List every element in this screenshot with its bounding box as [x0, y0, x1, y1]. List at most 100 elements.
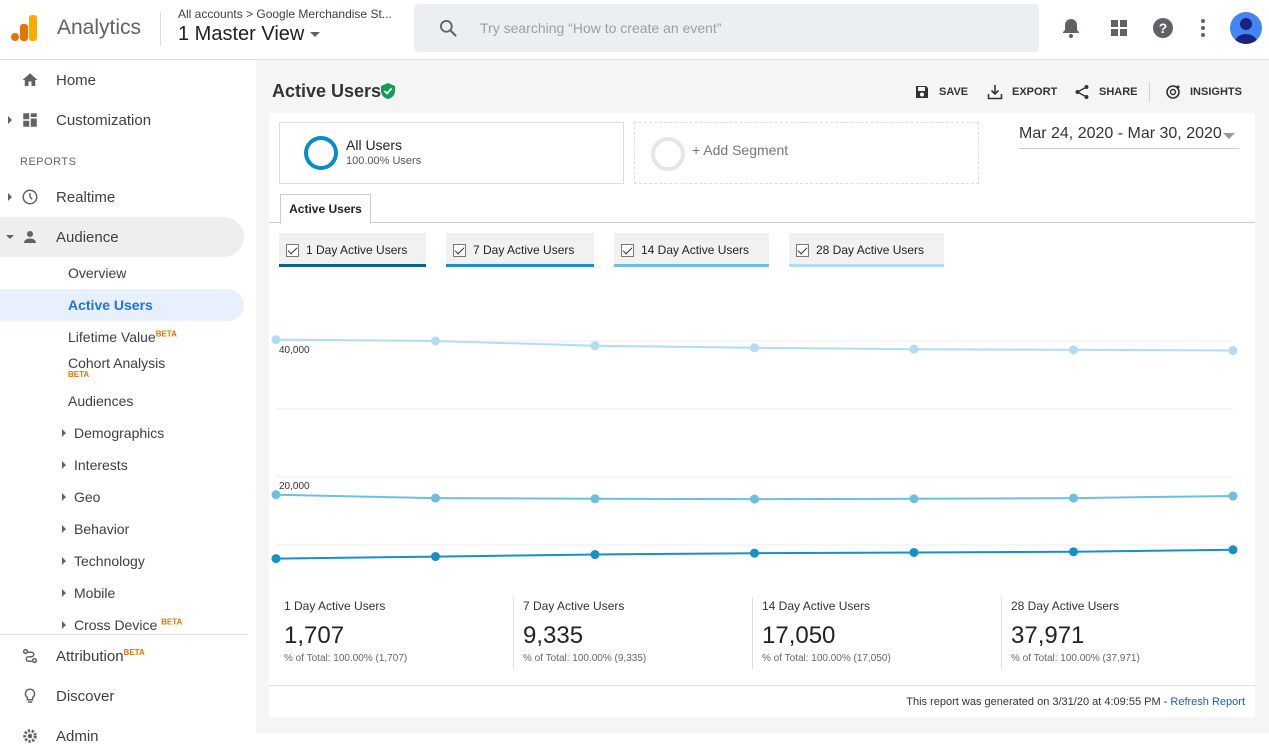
- sidebar-sub-audiences[interactable]: Audiences: [68, 393, 134, 409]
- sidebar-sub-lifetime-value[interactable]: Lifetime ValueBETA: [68, 329, 177, 345]
- report-footer: This report was generated on 3/31/20 at …: [906, 696, 1245, 708]
- series-28-day-point: [1069, 345, 1078, 355]
- sidebar-item-realtime[interactable]: Realtime: [0, 177, 244, 217]
- sidebar-sub-cross-device[interactable]: Cross Device BETA: [74, 617, 182, 633]
- segment-all-users[interactable]: All Users 100.00% Users: [279, 122, 624, 184]
- series-14-day-point: [590, 494, 600, 504]
- sidebar-sub-active-users-label: Active Users: [68, 297, 153, 313]
- more-vert-icon[interactable]: [1191, 16, 1215, 40]
- sidebar-item-label: Realtime: [56, 188, 116, 206]
- analytics-logo[interactable]: [10, 13, 40, 43]
- metric-toggle-1-day[interactable]: 1 Day Active Users: [279, 233, 426, 267]
- series-28-day-point: [1228, 346, 1238, 356]
- insights-button[interactable]: INSIGHTS: [1165, 84, 1242, 100]
- verified-shield-icon: [381, 83, 395, 99]
- sidebar-sub-mobile[interactable]: Mobile: [74, 585, 116, 601]
- summary-1-day: 1 Day Active Users 1,707 % of Total: 100…: [284, 593, 524, 673]
- series-28-day-point: [750, 343, 759, 353]
- collapse-arrow-icon: [6, 235, 14, 239]
- expand-arrow-icon: [62, 557, 66, 565]
- sidebar-sub-demographics[interactable]: Demographics: [74, 425, 165, 441]
- toolbar-divider: [1149, 82, 1150, 102]
- date-range-picker[interactable]: Mar 24, 2020 - Mar 30, 2020: [1019, 125, 1239, 149]
- sidebar-item-label: Customization: [56, 111, 152, 129]
- sidebar-sub-geo[interactable]: Geo: [74, 489, 101, 505]
- sidebar-sub-active-users[interactable]: [0, 289, 244, 321]
- apps-grid-icon[interactable]: [1107, 16, 1131, 40]
- checkbox-checked[interactable]: [621, 243, 634, 257]
- sidebar-sub-cohort-analysis[interactable]: Cohort Analysis: [68, 355, 165, 371]
- expand-arrow-icon: [62, 589, 66, 597]
- summary-value: 9,335: [523, 622, 584, 649]
- metric-label: 28 Day Active Users: [816, 243, 925, 257]
- series-28-day-point: [431, 336, 440, 346]
- sidebar-item-label: Audience: [56, 228, 119, 246]
- app-name: Analytics: [57, 16, 142, 39]
- sidebar-sub-technology[interactable]: Technology: [74, 553, 145, 569]
- page-title: Active Users: [272, 81, 382, 101]
- caret-down-icon: [1223, 133, 1235, 139]
- sidebar-divider: [0, 634, 248, 635]
- save-label: SAVE: [939, 86, 969, 98]
- sidebar-sub-behavior[interactable]: Behavior: [74, 521, 130, 537]
- sidebar-item-audience[interactable]: Audience: [0, 217, 244, 257]
- sidebar-item-discover[interactable]: Discover: [0, 676, 244, 716]
- sidebar-sub-label: Cross Device: [74, 617, 158, 633]
- summary-total: % of Total: 100.00% (37,971): [1011, 653, 1140, 664]
- sidebar-item-admin[interactable]: Admin: [0, 716, 244, 756]
- checkbox-checked[interactable]: [286, 243, 299, 257]
- checkbox-checked[interactable]: [453, 243, 466, 257]
- help-icon[interactable]: ?: [1151, 16, 1175, 40]
- account-breadcrumb[interactable]: All accounts > Google Merchandise St...: [178, 7, 392, 21]
- sidebar-item-label: Attribution: [56, 647, 124, 665]
- save-button[interactable]: SAVE: [914, 84, 968, 100]
- metric-label: 1 Day Active Users: [306, 243, 408, 257]
- summary-divider: [752, 597, 753, 669]
- sidebar-sub-label: Cohort Analysis: [68, 355, 166, 371]
- summary-value: 1,707: [284, 622, 345, 649]
- footer-divider: [269, 685, 1255, 686]
- y-tick-label: 40,000: [279, 345, 310, 356]
- sidebar-sub-overview[interactable]: Overview: [68, 265, 127, 281]
- sidebar-item-attribution[interactable]: AttributionBETA: [0, 636, 244, 676]
- export-button[interactable]: EXPORT: [987, 84, 1057, 100]
- beta-badge: BETA: [123, 647, 145, 657]
- sidebar-item-label: Discover: [56, 687, 115, 705]
- add-segment-button[interactable]: + Add Segment: [634, 122, 979, 184]
- sidebar-sub-label: Lifetime Value: [68, 329, 156, 345]
- bell-icon[interactable]: [1059, 16, 1083, 40]
- series-7-day-point: [1228, 545, 1238, 555]
- add-segment-label: + Add Segment: [692, 142, 789, 158]
- search-bar[interactable]: [414, 4, 1039, 52]
- tab-underline: [269, 222, 1255, 223]
- sidebar-item-home[interactable]: Home: [0, 60, 244, 100]
- share-label: SHARE: [1099, 86, 1138, 98]
- metric-color-bar: [614, 264, 769, 267]
- summary-28-day: 28 Day Active Users 37,971 % of Total: 1…: [1011, 593, 1251, 673]
- refresh-report-link[interactable]: Refresh Report: [1170, 696, 1245, 708]
- checkbox-checked[interactable]: [796, 243, 809, 257]
- segment-ring-icon: [304, 136, 338, 170]
- share-button[interactable]: SHARE: [1074, 84, 1138, 100]
- account-avatar[interactable]: [1230, 12, 1262, 44]
- reports-heading: REPORTS: [20, 156, 77, 168]
- svg-text:?: ?: [1159, 20, 1168, 36]
- sidebar-sub-interests[interactable]: Interests: [74, 457, 128, 473]
- series-14-day-point: [1069, 493, 1078, 503]
- tab-active-users[interactable]: Active Users: [280, 194, 371, 224]
- summary-value: 17,050: [762, 622, 836, 649]
- metric-color-bar: [789, 264, 944, 267]
- summary-divider: [513, 597, 514, 669]
- view-selector[interactable]: 1 Master View: [178, 23, 321, 46]
- expand-arrow-icon: [62, 429, 66, 437]
- metric-toggle-14-day[interactable]: 14 Day Active Users: [614, 233, 769, 267]
- search-input[interactable]: [480, 4, 1020, 52]
- generated-text: This report was generated on 3/31/20 at …: [906, 696, 1171, 708]
- gear-icon: [23, 729, 37, 743]
- summary-value: 37,971: [1011, 622, 1085, 649]
- metric-toggle-28-day[interactable]: 28 Day Active Users: [789, 233, 944, 267]
- metric-toggle-7-day[interactable]: 7 Day Active Users: [446, 233, 594, 267]
- sidebar-item-customization[interactable]: Customization: [0, 100, 244, 140]
- series-28-day-point: [909, 344, 919, 354]
